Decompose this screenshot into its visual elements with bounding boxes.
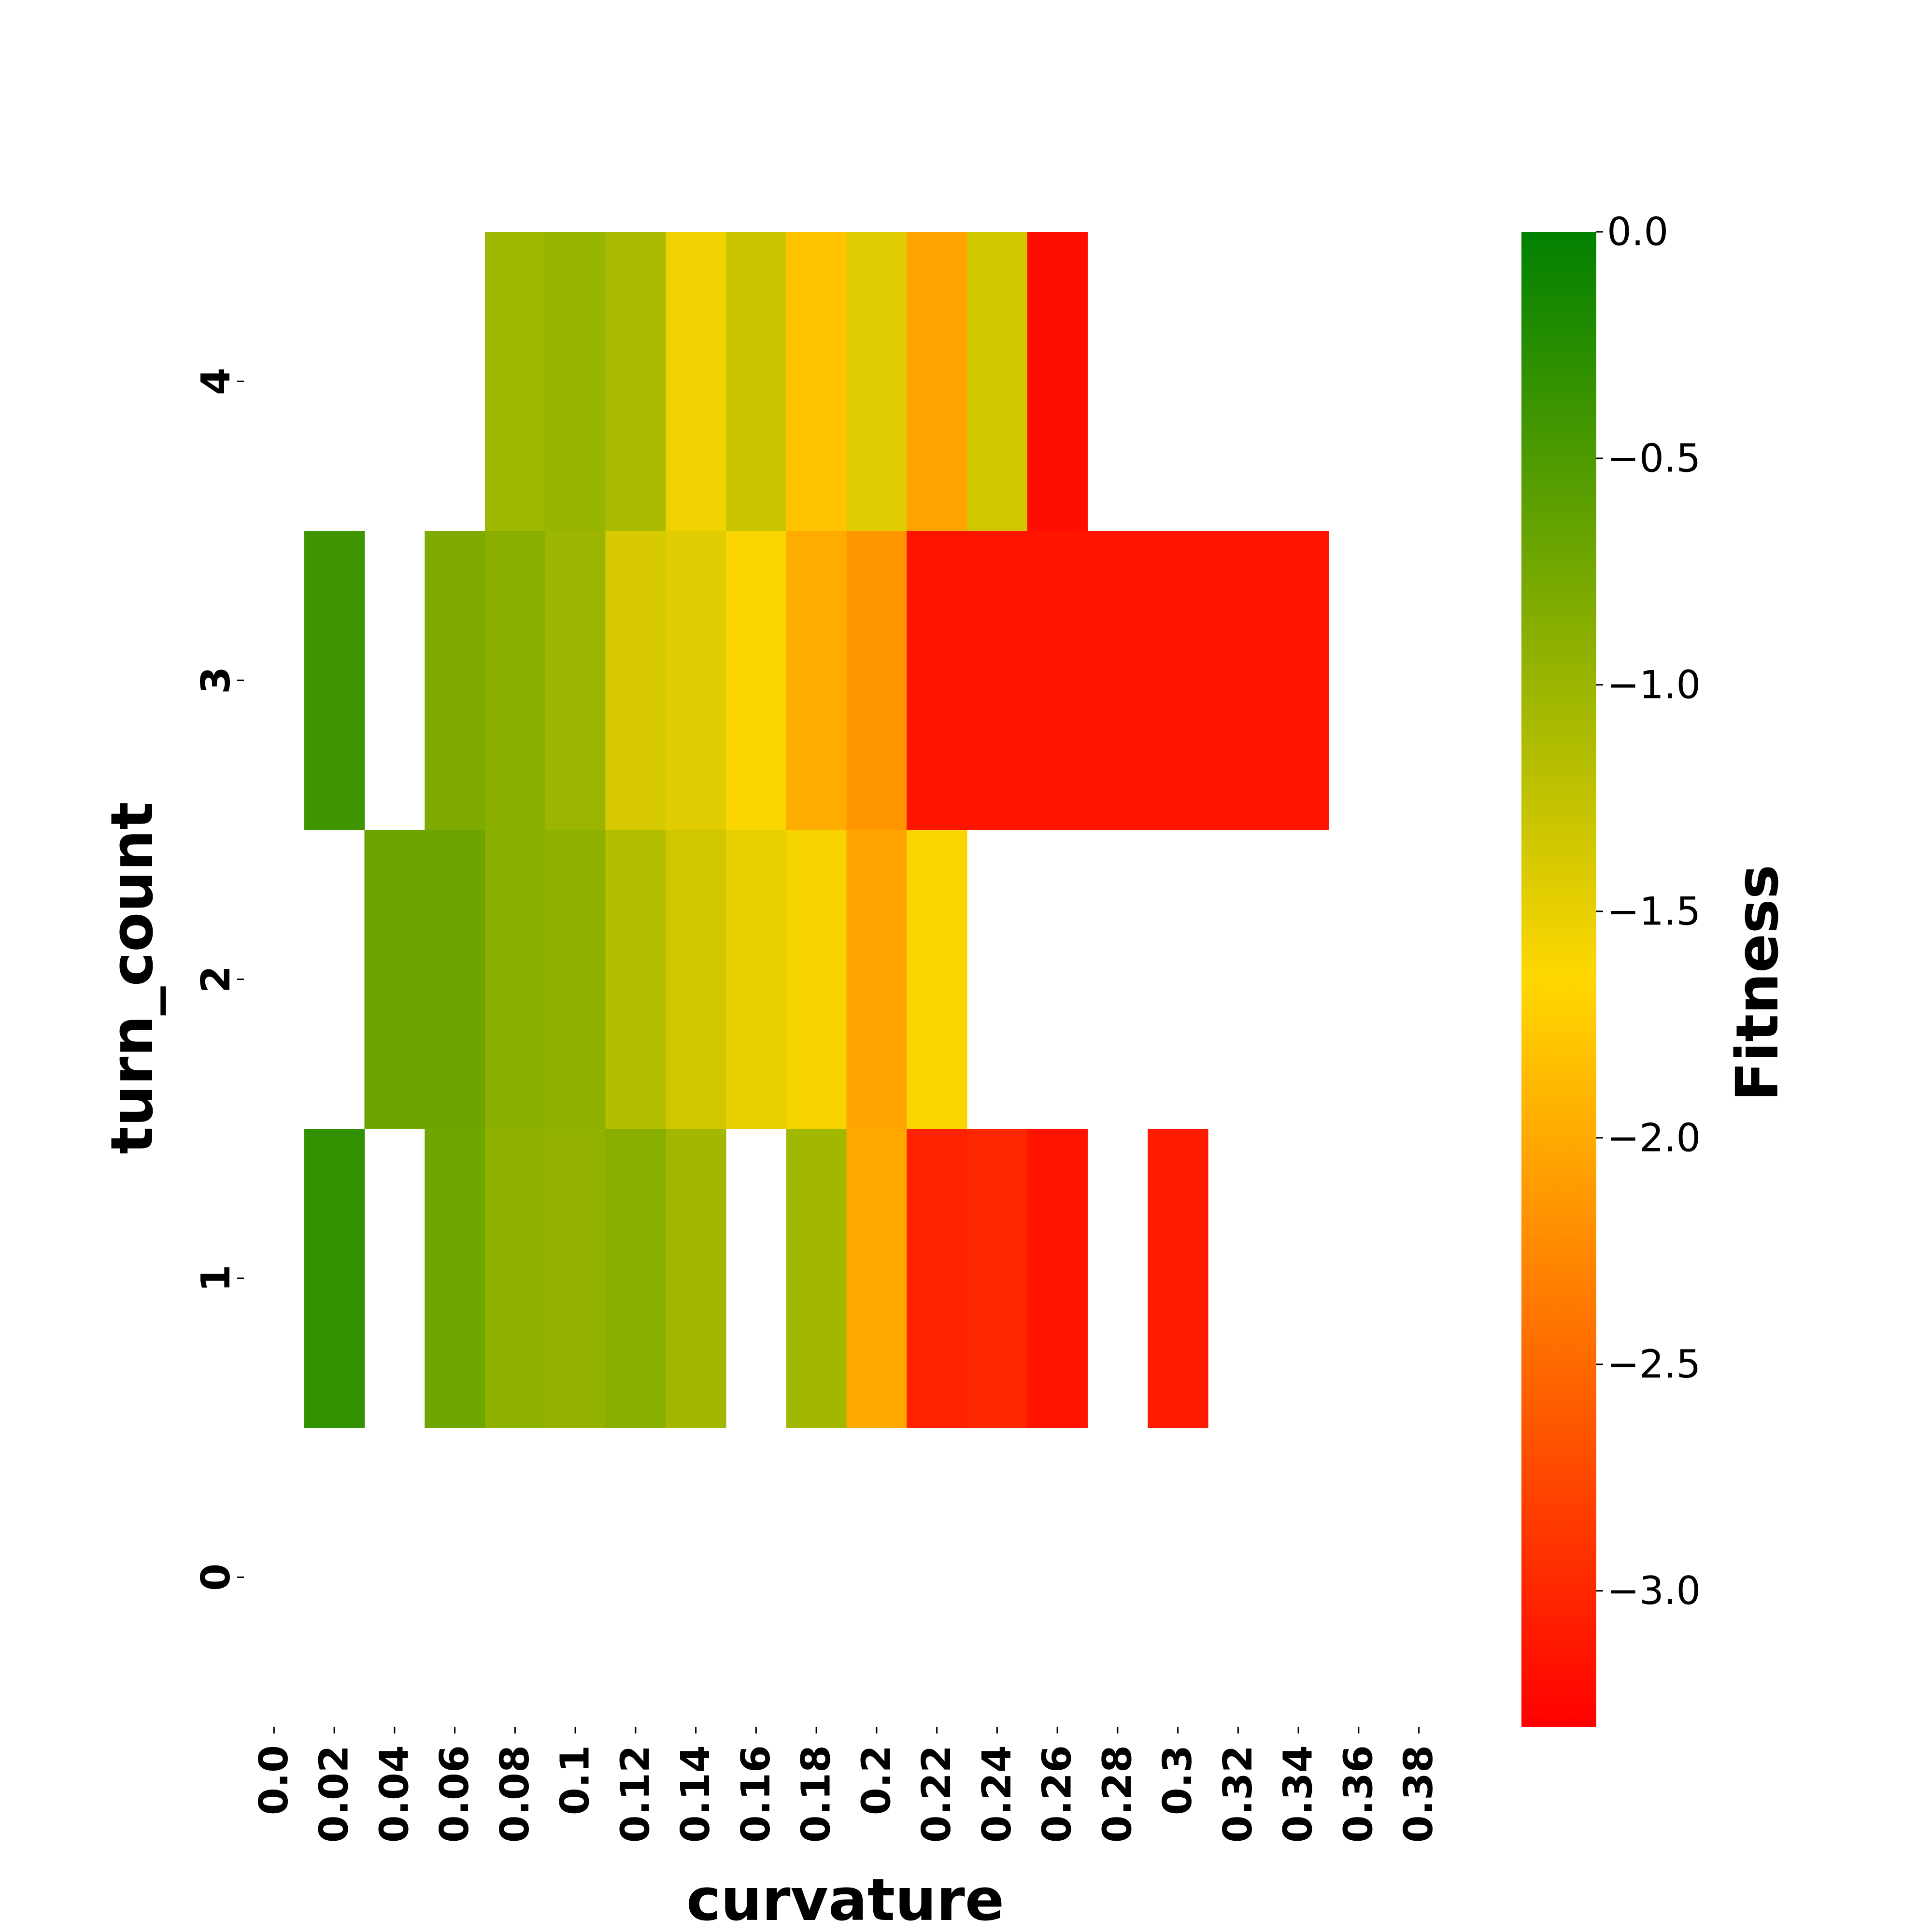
- y-axis-ticks: 4 3 2 1 0: [193, 368, 244, 1591]
- colorbar-title: Fitness: [1724, 865, 1791, 1101]
- colorbar-tick-label: −0.5: [1607, 436, 1701, 481]
- heatmap-cell: [846, 531, 907, 830]
- x-tick-label: 0.34: [1276, 1745, 1321, 1843]
- y-tick-label: 4: [193, 368, 239, 395]
- heatmap-cell: [545, 830, 606, 1129]
- heatmap-cell: [1268, 531, 1329, 830]
- y-tick-label: 3: [193, 667, 239, 694]
- x-tick-label: 0.1: [553, 1745, 598, 1815]
- x-tick-label: 0.06: [432, 1745, 478, 1843]
- x-tick-label: 0.28: [1094, 1745, 1140, 1843]
- heatmap-cell: [726, 531, 787, 830]
- heatmap-cell: [786, 830, 847, 1129]
- heatmap-cell: [967, 531, 1028, 830]
- heatmap-cell: [425, 531, 485, 830]
- x-tick-label: 0.24: [974, 1745, 1020, 1843]
- heatmap-cell: [907, 1129, 967, 1428]
- heatmap-cell: [786, 531, 847, 830]
- heatmap-cell: [605, 1129, 666, 1428]
- heatmap-cell: [485, 830, 546, 1129]
- x-tick-label: 0.18: [794, 1745, 839, 1843]
- x-tick-label: 0.36: [1335, 1745, 1381, 1843]
- colorbar-tick-label: −3.0: [1607, 1568, 1701, 1613]
- heatmap-cell: [1208, 531, 1269, 830]
- heatmap-cell: [485, 232, 546, 531]
- heatmap-cell: [1027, 531, 1088, 830]
- heatmap-cell: [786, 232, 847, 531]
- x-tick-label: 0.2: [853, 1745, 899, 1815]
- y-tick-label: 2: [193, 966, 239, 993]
- heatmap-cell: [485, 1129, 546, 1428]
- colorbar-tick-label: −1.0: [1607, 662, 1701, 707]
- heatmap-cell: [1087, 531, 1148, 830]
- heatmap-cell: [846, 232, 907, 531]
- colorbar-tick-label: −1.5: [1607, 889, 1701, 934]
- heatmap-cell: [545, 531, 606, 830]
- x-tick-label: 0.02: [312, 1745, 357, 1843]
- colorbar-tick-label: −2.5: [1607, 1342, 1701, 1387]
- heatmap-cell: [304, 531, 365, 830]
- heatmap-cell: [666, 531, 726, 830]
- heatmap-cell: [605, 830, 666, 1129]
- x-tick-label: 0.04: [371, 1745, 417, 1843]
- x-tick-label: 0.16: [733, 1745, 779, 1843]
- colorbar: [1521, 232, 1596, 1727]
- heatmap-cell: [726, 830, 787, 1129]
- x-tick-label: 0.22: [914, 1745, 960, 1843]
- heatmap-cell: [846, 830, 907, 1129]
- y-tick-label: 0: [193, 1563, 239, 1591]
- heatmap-cells: [304, 232, 1329, 1428]
- x-axis-ticks: 0.0 0.02 0.04 0.06 0.08 0.1 0.12 0.14 0.16 0.18 0.…: [251, 1727, 1442, 1843]
- heatmap-cell: [1027, 1129, 1088, 1428]
- x-tick-label: 0.12: [612, 1745, 658, 1843]
- x-axis-title: curvature: [686, 1867, 1004, 1932]
- x-tick-label: 0.14: [673, 1745, 719, 1843]
- heatmap-cell: [846, 1129, 907, 1428]
- heatmap-cell: [907, 531, 967, 830]
- heatmap-cell: [545, 1129, 606, 1428]
- y-axis-title: turn_count: [99, 802, 166, 1154]
- heatmap-cell: [967, 232, 1028, 531]
- colorbar-tick-label: 0.0: [1607, 210, 1668, 255]
- y-tick-label: 1: [193, 1264, 239, 1292]
- heatmap-cell: [666, 232, 726, 531]
- heatmap-cell: [907, 830, 967, 1129]
- heatmap-cell: [605, 232, 666, 531]
- heatmap-cell: [425, 1129, 485, 1428]
- heatmap-cell: [304, 1129, 365, 1428]
- colorbar-ticks: 0.0 −0.5 −1.0 −1.5 −2.0 −2.5 −3.0: [1596, 210, 1701, 1613]
- x-tick-label: 0.32: [1215, 1745, 1261, 1843]
- heatmap-cell: [666, 1129, 726, 1428]
- heatmap-cell: [967, 1129, 1028, 1428]
- x-tick-label: 0.08: [492, 1745, 538, 1843]
- colorbar-tick-label: −2.0: [1607, 1115, 1701, 1160]
- heatmap-cell: [726, 232, 787, 531]
- x-tick-label: 0.3: [1155, 1745, 1201, 1815]
- heatmap-cell: [1148, 1129, 1208, 1428]
- heatmap-cell: [786, 1129, 847, 1428]
- heatmap-cell: [1148, 531, 1208, 830]
- x-tick-label: 0.0: [251, 1745, 297, 1815]
- heatmap-cell: [605, 531, 666, 830]
- heatmap-cell: [666, 830, 726, 1129]
- x-tick-label: 0.26: [1035, 1745, 1080, 1843]
- heatmap-cell: [364, 830, 425, 1129]
- heatmap-cell: [545, 232, 606, 531]
- heatmap-cell: [485, 531, 546, 830]
- heatmap-cell: [907, 232, 967, 531]
- x-tick-label: 0.38: [1396, 1745, 1442, 1843]
- heatmap-cell: [1027, 232, 1088, 531]
- heatmap-cell: [425, 830, 485, 1129]
